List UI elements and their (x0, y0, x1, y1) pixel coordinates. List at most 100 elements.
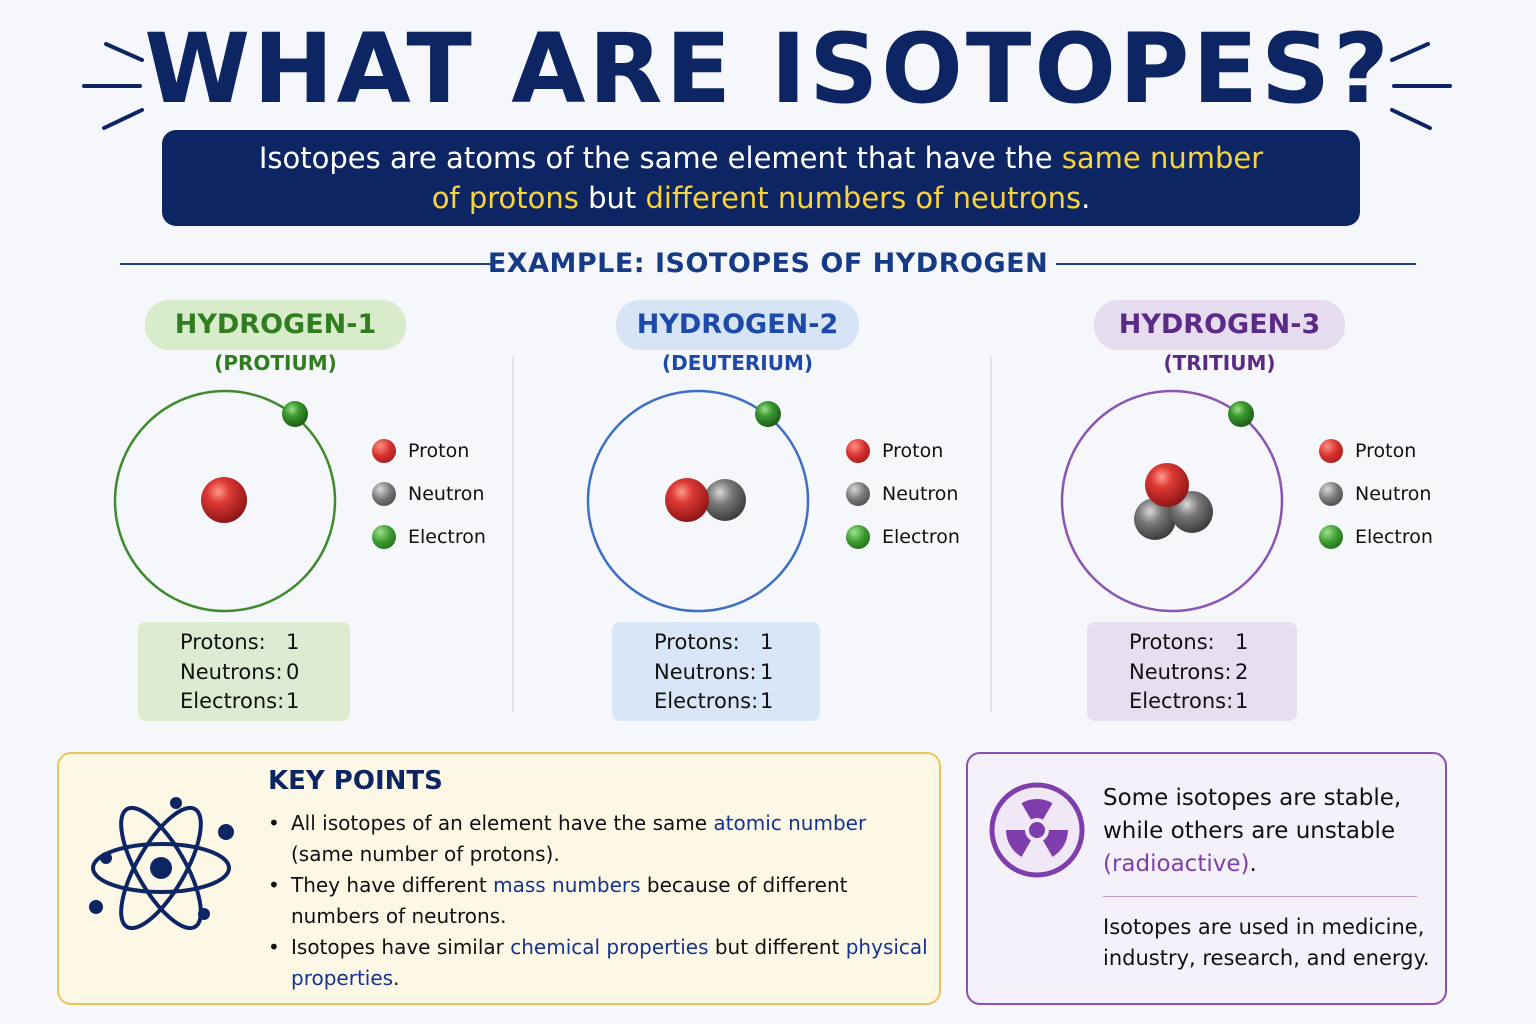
count-row-protons: Protons: 1 (1129, 628, 1297, 658)
count-label: Electrons: (1129, 689, 1234, 713)
electron-icon (1319, 524, 1343, 549)
count-row-neutrons: Neutrons: 2 (1129, 658, 1297, 688)
counts-box-hydrogen-1: Protons: 1 Neutrons: 0 Electrons: 1 (138, 622, 350, 721)
legend-label: Neutron (882, 482, 959, 505)
proton-sphere (201, 477, 247, 523)
electron-sphere (755, 401, 781, 427)
electron-icon (846, 524, 870, 549)
isotope-subname-hydrogen-3: (TRITIUM) (1163, 351, 1276, 375)
count-value: 1 (286, 630, 300, 654)
count-label: Neutrons: (180, 659, 283, 684)
legend-label: Neutron (1355, 482, 1432, 505)
neutron-icon (1319, 481, 1343, 506)
count-label: Electrons: (654, 689, 759, 713)
burst-left-icon (82, 42, 144, 130)
count-value: 1 (1235, 689, 1249, 713)
definition-highlight: of protons (431, 181, 579, 215)
definition-text: but (578, 181, 646, 215)
key-points-list: All isotopes of an element have the same… (268, 808, 930, 994)
definition-line-2: of protons but different numbers of neut… (162, 178, 1360, 218)
count-row-electrons: Electrons: 1 (180, 687, 350, 717)
count-label: Protons: (1129, 630, 1215, 654)
legend-label: Electron (1355, 525, 1433, 548)
key-point-text: because of different numbers of neutrons… (291, 873, 848, 928)
stability-text: Some isotopes are stable, while others a… (1103, 782, 1433, 881)
count-row-protons: Protons: 1 (654, 628, 820, 658)
atom-diagram-hydrogen-2 (586, 389, 810, 613)
definition-box: Isotopes are atoms of the same element t… (162, 130, 1360, 226)
key-point-text: but different (708, 935, 846, 959)
legend-item-neutron: Neutron (372, 472, 486, 515)
key-points-title: KEY POINTS (268, 766, 443, 796)
count-row-protons: Protons: 1 (180, 628, 350, 658)
example-heading: EXAMPLE: ISOTOPES OF HYDROGEN (487, 248, 1049, 279)
count-row-neutrons: Neutrons: 1 (654, 658, 820, 688)
neutron-sphere (704, 479, 746, 521)
electron-orbit (1060, 389, 1284, 613)
neutron-icon (846, 481, 870, 506)
legend-item-neutron: Neutron (1319, 472, 1433, 515)
definition-text: Isotopes are atoms of the same element t… (258, 141, 1062, 175)
key-point-text: . (393, 965, 400, 990)
isotope-name-hydrogen-1: HYDROGEN-1 (145, 300, 406, 350)
legend-item-electron: Electron (372, 515, 486, 558)
legend-label: Proton (408, 439, 470, 462)
key-point-term: mass numbers (493, 873, 641, 897)
page-title: WHAT ARE ISOTOPES? (144, 13, 1392, 125)
uses-text: Isotopes are used in medicine, industry,… (1103, 915, 1430, 970)
proton-icon (846, 438, 870, 463)
neutron-sphere (1134, 498, 1176, 540)
electron-orbit (113, 389, 337, 613)
legend-item-electron: Electron (846, 515, 960, 558)
legend-hydrogen-1: Proton Neutron Electron (372, 429, 486, 558)
key-point-item: Isotopes have similar chemical propertie… (268, 932, 930, 993)
proton-icon (1319, 438, 1343, 463)
isotope-subname-hydrogen-2: (DEUTERIUM) (661, 351, 814, 375)
legend-hydrogen-3: Proton Neutron Electron (1319, 429, 1433, 558)
count-label: Protons: (654, 630, 740, 654)
count-label: Protons: (180, 630, 266, 654)
legend-item-proton: Proton (1319, 429, 1433, 472)
legend-item-electron: Electron (1319, 515, 1433, 558)
legend-label: Neutron (408, 482, 485, 505)
proton-icon (372, 438, 396, 463)
count-label: Neutrons: (1129, 659, 1232, 684)
key-point-item: All isotopes of an element have the same… (268, 808, 930, 869)
atom-diagram-hydrogen-3 (1060, 389, 1284, 613)
legend-label: Proton (882, 439, 944, 462)
burst-right-icon (1390, 42, 1452, 130)
legend-item-proton: Proton (372, 429, 486, 472)
key-point-text: They have different (291, 873, 494, 897)
legend-hydrogen-2: Proton Neutron Electron (846, 429, 960, 558)
stability-text-main: Some isotopes are stable, while others a… (1103, 785, 1402, 844)
heading-rule-left (120, 263, 494, 265)
key-point-term: physical properties (291, 935, 928, 990)
atom-diagram-hydrogen-1 (113, 389, 337, 613)
info-divider (1103, 896, 1417, 897)
column-divider (512, 356, 514, 712)
proton-sphere (665, 478, 709, 522)
key-point-text: (same number of protons). (291, 841, 560, 866)
electron-orbit (586, 389, 810, 613)
counts-box-hydrogen-2: Protons: 1 Neutrons: 1 Electrons: 1 (612, 622, 820, 721)
key-point-text: All isotopes of an element have the same (291, 811, 714, 835)
key-point-item: They have different mass numbers because… (268, 870, 930, 931)
electron-icon (372, 524, 396, 549)
legend-label: Electron (408, 525, 486, 548)
key-point-term: atomic number (713, 811, 867, 835)
legend-label: Electron (882, 525, 960, 548)
count-value: 1 (760, 659, 774, 684)
count-value: 0 (286, 659, 300, 684)
electron-sphere (1228, 401, 1254, 427)
key-point-text: Isotopes have similar (291, 935, 511, 959)
key-point-term: chemical properties (510, 935, 709, 959)
radiation-icon (989, 782, 1085, 878)
isotope-name-hydrogen-3: HYDROGEN-3 (1094, 300, 1345, 350)
definition-text: . (1081, 181, 1091, 215)
atom-icon (89, 797, 234, 931)
count-value: 2 (1235, 659, 1249, 684)
count-value: 1 (1235, 630, 1249, 654)
count-label: Electrons: (180, 689, 285, 713)
legend-label: Proton (1355, 439, 1417, 462)
legend-item-proton: Proton (846, 429, 960, 472)
